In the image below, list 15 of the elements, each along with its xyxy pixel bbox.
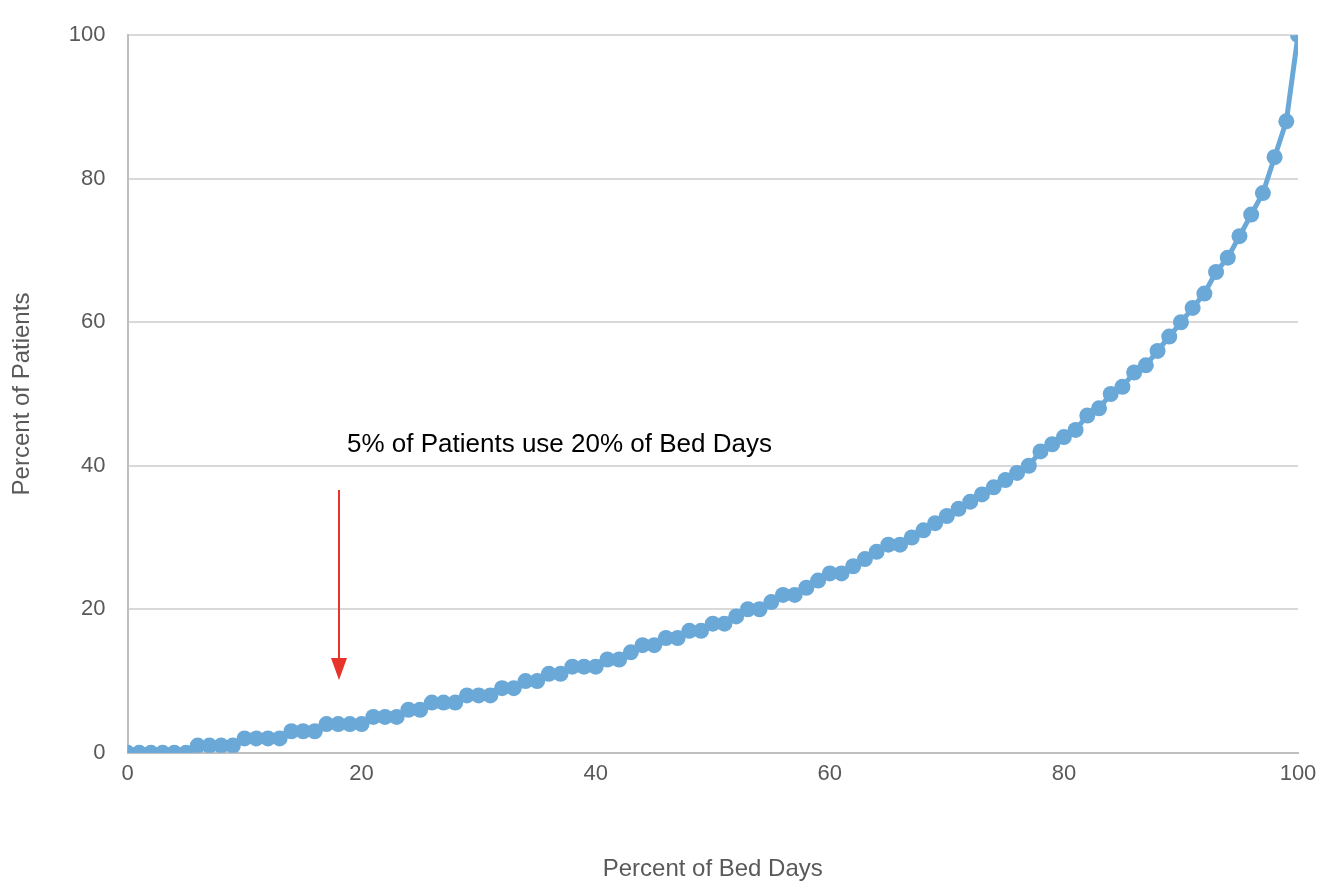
y-tick-label: 20 (81, 595, 106, 621)
x-tick-label: 100 (1279, 760, 1317, 786)
annotation: 5% of Patients use 20% of Bed Days (347, 428, 772, 459)
y-tick-label: 60 (81, 308, 106, 334)
x-tick-label: 0 (121, 760, 134, 786)
x-tick-label: 80 (1051, 760, 1077, 786)
x-tick-label: 40 (583, 760, 608, 786)
y-tick-label: 100 (68, 21, 106, 47)
x-axis-title: Percent of Bed Days (602, 854, 823, 882)
x-tick-label: 60 (817, 760, 843, 786)
y-tick-label: 40 (81, 451, 106, 477)
y-axis-title: Percent of Patients (7, 292, 35, 496)
y-tick-label: 80 (81, 164, 106, 190)
x-tick-label: 20 (349, 760, 374, 786)
y-tick-label: 0 (93, 738, 106, 764)
